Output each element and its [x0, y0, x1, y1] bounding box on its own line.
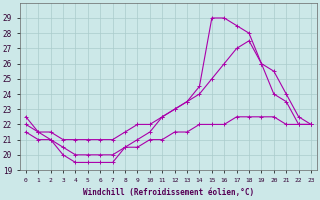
X-axis label: Windchill (Refroidissement éolien,°C): Windchill (Refroidissement éolien,°C) — [83, 188, 254, 197]
